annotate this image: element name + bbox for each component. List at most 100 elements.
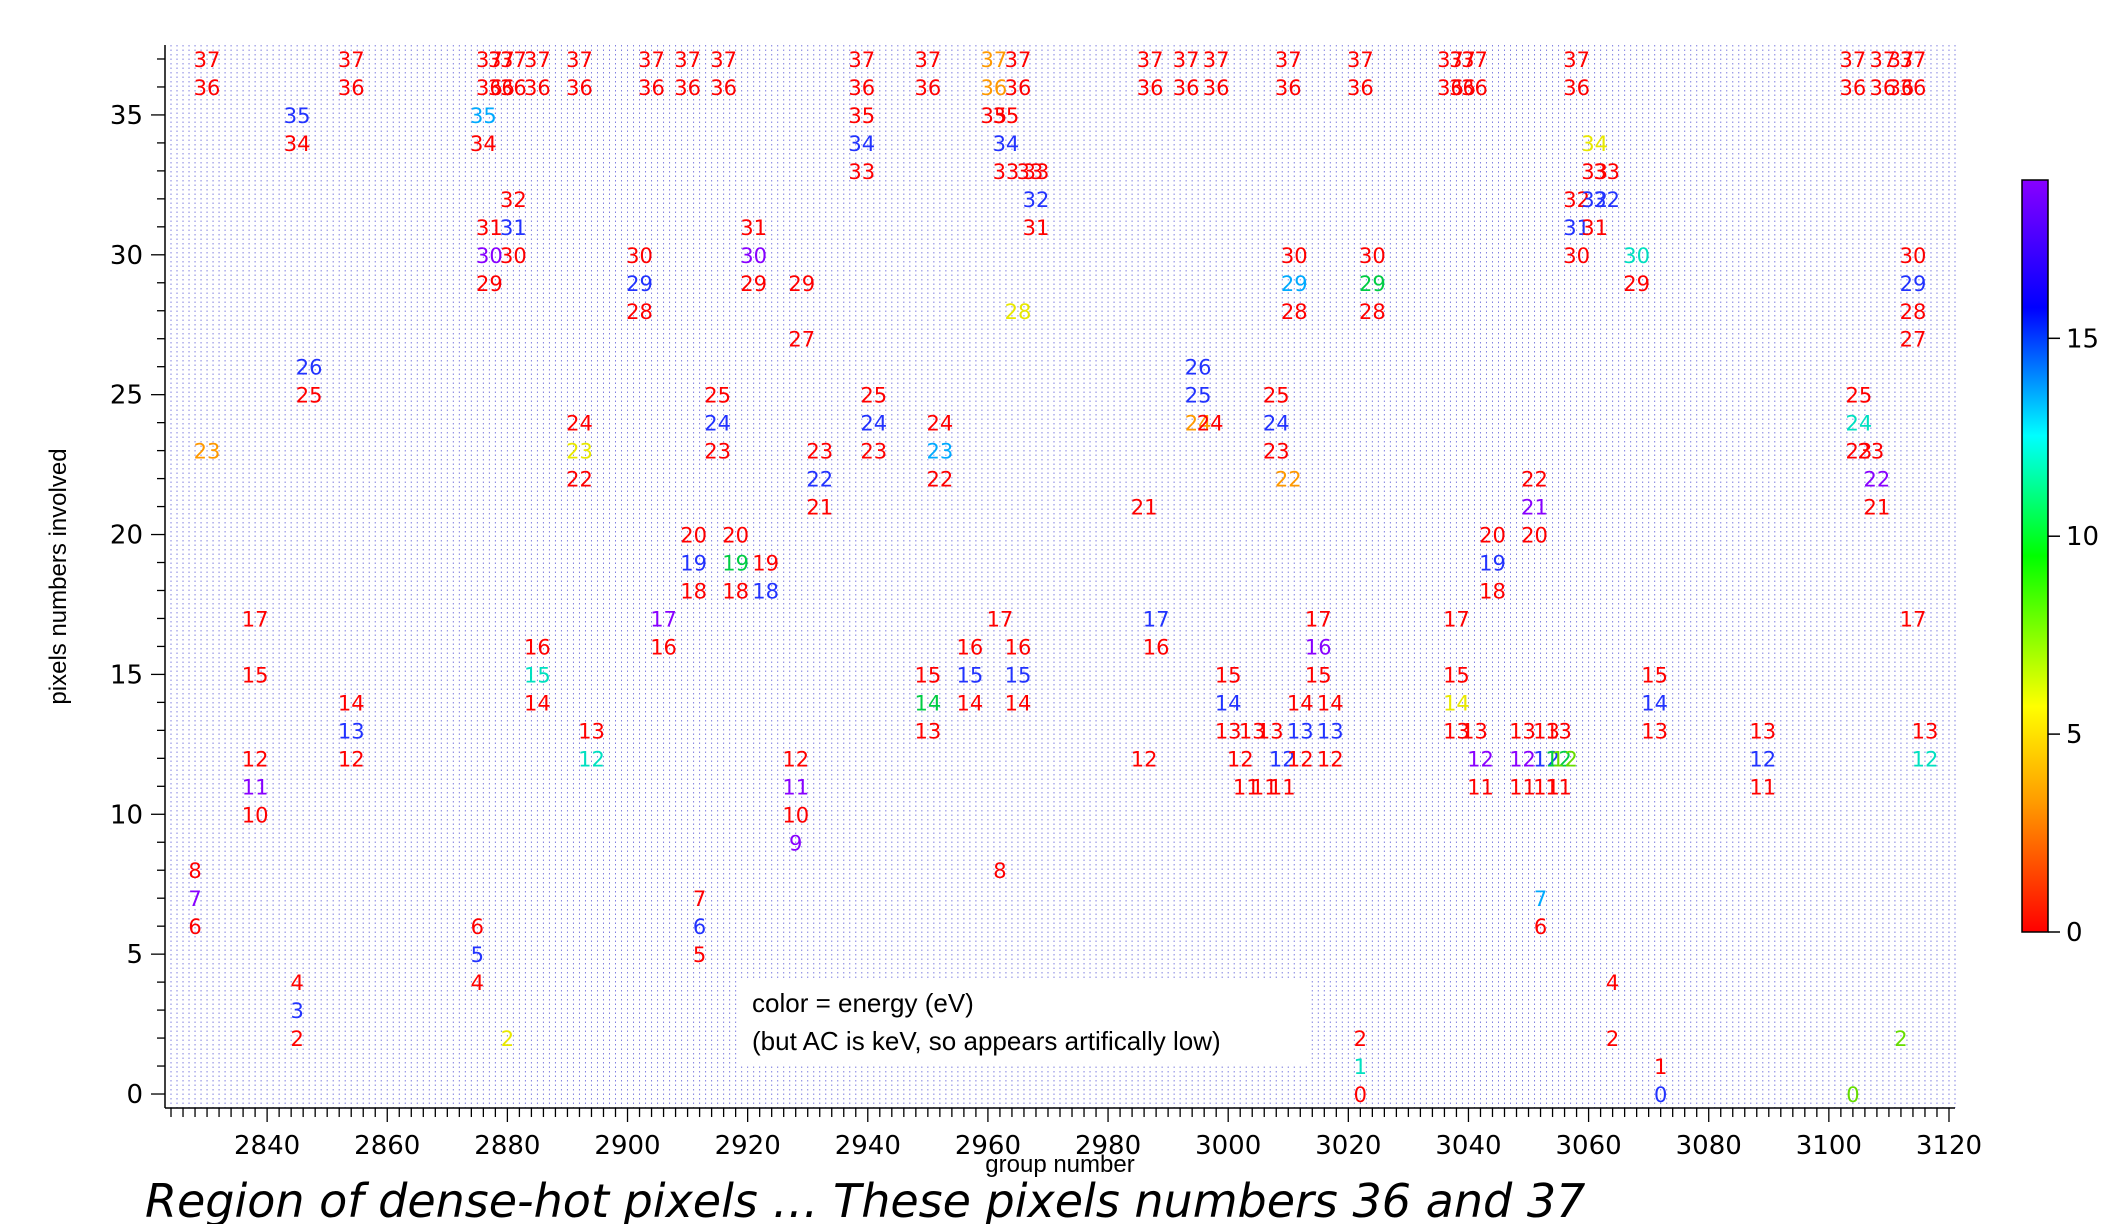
data-point-label: 8 [188, 859, 201, 883]
data-point-label: 36 [566, 76, 593, 100]
data-point-label: 17 [1305, 607, 1332, 631]
data-point-label: 15 [957, 663, 984, 687]
data-point-label: 21 [1131, 496, 1158, 520]
data-point-label: 11 [1269, 775, 1296, 799]
x-tick-label: 2900 [594, 1131, 660, 1161]
data-point-label: 37 [1137, 48, 1164, 72]
data-point-label: 2 [290, 1027, 303, 1051]
data-point-label: 37 [1870, 48, 1897, 72]
data-point-label: 36 [1347, 76, 1374, 100]
data-point-label: 28 [626, 300, 653, 324]
data-point-label: 12 [242, 747, 269, 771]
data-point-label: 7 [188, 887, 201, 911]
data-point-label: 36 [848, 76, 875, 100]
data-point-label: 36 [1900, 76, 1927, 100]
data-point-label: 37 [338, 48, 365, 72]
data-point-label: 31 [1563, 216, 1590, 240]
data-point-label: 36 [1005, 76, 1032, 100]
data-point-label: 33 [1017, 160, 1044, 184]
data-point-label: 12 [1269, 747, 1296, 771]
data-point-label: 37 [1173, 48, 1200, 72]
data-point-label: 26 [296, 356, 323, 380]
data-point-label: 36 [710, 76, 737, 100]
data-point-label: 36 [1203, 76, 1230, 100]
data-point-label: 37 [1888, 48, 1915, 72]
data-point-label: 33 [1023, 160, 1050, 184]
colorbar-tick-label: 0 [2066, 918, 2083, 948]
data-point-label: 11 [1545, 775, 1572, 799]
data-point-label: 23 [860, 440, 887, 464]
data-point-label: 13 [1533, 719, 1560, 743]
data-point-label: 16 [1005, 635, 1032, 659]
data-point-label: 13 [338, 719, 365, 743]
data-point-label: 17 [1443, 607, 1470, 631]
data-point-label: 24 [704, 412, 731, 436]
data-point-label: 28 [1281, 300, 1308, 324]
data-point-label: 14 [1641, 691, 1668, 715]
data-point-label: 36 [914, 76, 941, 100]
data-point-label: 0 [1654, 1083, 1667, 1107]
data-point-label: 37 [1275, 48, 1302, 72]
data-point-label: 24 [566, 412, 593, 436]
data-point-label: 13 [1443, 719, 1470, 743]
annotation-line-2: (but AC is keV, so appears artifically l… [752, 1026, 1221, 1056]
data-point-label: 37 [524, 48, 551, 72]
data-point-label: 30 [1281, 244, 1308, 268]
data-point-label: 12 [1912, 747, 1939, 771]
y-tick-label: 25 [110, 381, 143, 411]
data-point-label: 36 [1437, 76, 1464, 100]
data-point-label: 12 [1467, 747, 1494, 771]
data-point-label: 4 [471, 971, 484, 995]
data-point-label: 2 [1894, 1027, 1907, 1051]
data-point-label: 12 [1131, 747, 1158, 771]
data-point-label: 18 [680, 579, 707, 603]
data-point-label: 18 [722, 579, 749, 603]
data-point-label: 5 [471, 943, 484, 967]
data-point-label: 24 [1197, 412, 1224, 436]
data-point-label: 13 [1749, 719, 1776, 743]
y-tick-label: 35 [110, 101, 143, 131]
data-point-label: 16 [957, 635, 984, 659]
data-point-label: 36 [1137, 76, 1164, 100]
data-point-label: 14 [338, 691, 365, 715]
data-point-label: 34 [1581, 132, 1608, 156]
data-point-label: 34 [993, 132, 1020, 156]
data-point-label: 17 [987, 607, 1014, 631]
data-point-label: 13 [1257, 719, 1284, 743]
data-point-label: 24 [1185, 412, 1212, 436]
data-point-label: 4 [1606, 971, 1619, 995]
data-point-label: 37 [1461, 48, 1488, 72]
data-point-label: 35 [470, 104, 497, 128]
data-point-label: 15 [1215, 663, 1242, 687]
x-tick-label: 3000 [1195, 1131, 1261, 1161]
data-point-label: 7 [693, 887, 706, 911]
data-point-label: 11 [1251, 775, 1278, 799]
annotation-background [740, 980, 1310, 1064]
data-point-label: 24 [860, 412, 887, 436]
data-point-label: 32 [1593, 188, 1620, 212]
data-point-label: 30 [740, 244, 767, 268]
data-point-label: 37 [914, 48, 941, 72]
data-point-label: 23 [1263, 440, 1290, 464]
data-point-label: 12 [782, 747, 809, 771]
data-point-label: 29 [1900, 272, 1927, 296]
data-point-label: 4 [290, 971, 303, 995]
data-point-label: 31 [500, 216, 527, 240]
data-point-label: 36 [674, 76, 701, 100]
data-point-label: 37 [1563, 48, 1590, 72]
y-axis-label: pixels numbers involved [45, 448, 72, 704]
data-point-label: 31 [1023, 216, 1050, 240]
x-tick-label: 3060 [1556, 1131, 1622, 1161]
x-tick-label: 3040 [1435, 1131, 1501, 1161]
data-point-label: 36 [488, 76, 515, 100]
data-point-label: 15 [1443, 663, 1470, 687]
data-point-label: 37 [566, 48, 593, 72]
data-point-label: 14 [1005, 691, 1032, 715]
data-point-label: 29 [1623, 272, 1650, 296]
data-point-label: 28 [1005, 300, 1032, 324]
data-point-label: 10 [782, 803, 809, 827]
data-point-label: 36 [1840, 76, 1867, 100]
data-point-label: 1 [1654, 1055, 1667, 1079]
data-point-label: 18 [1479, 579, 1506, 603]
data-point-label: 30 [500, 244, 527, 268]
